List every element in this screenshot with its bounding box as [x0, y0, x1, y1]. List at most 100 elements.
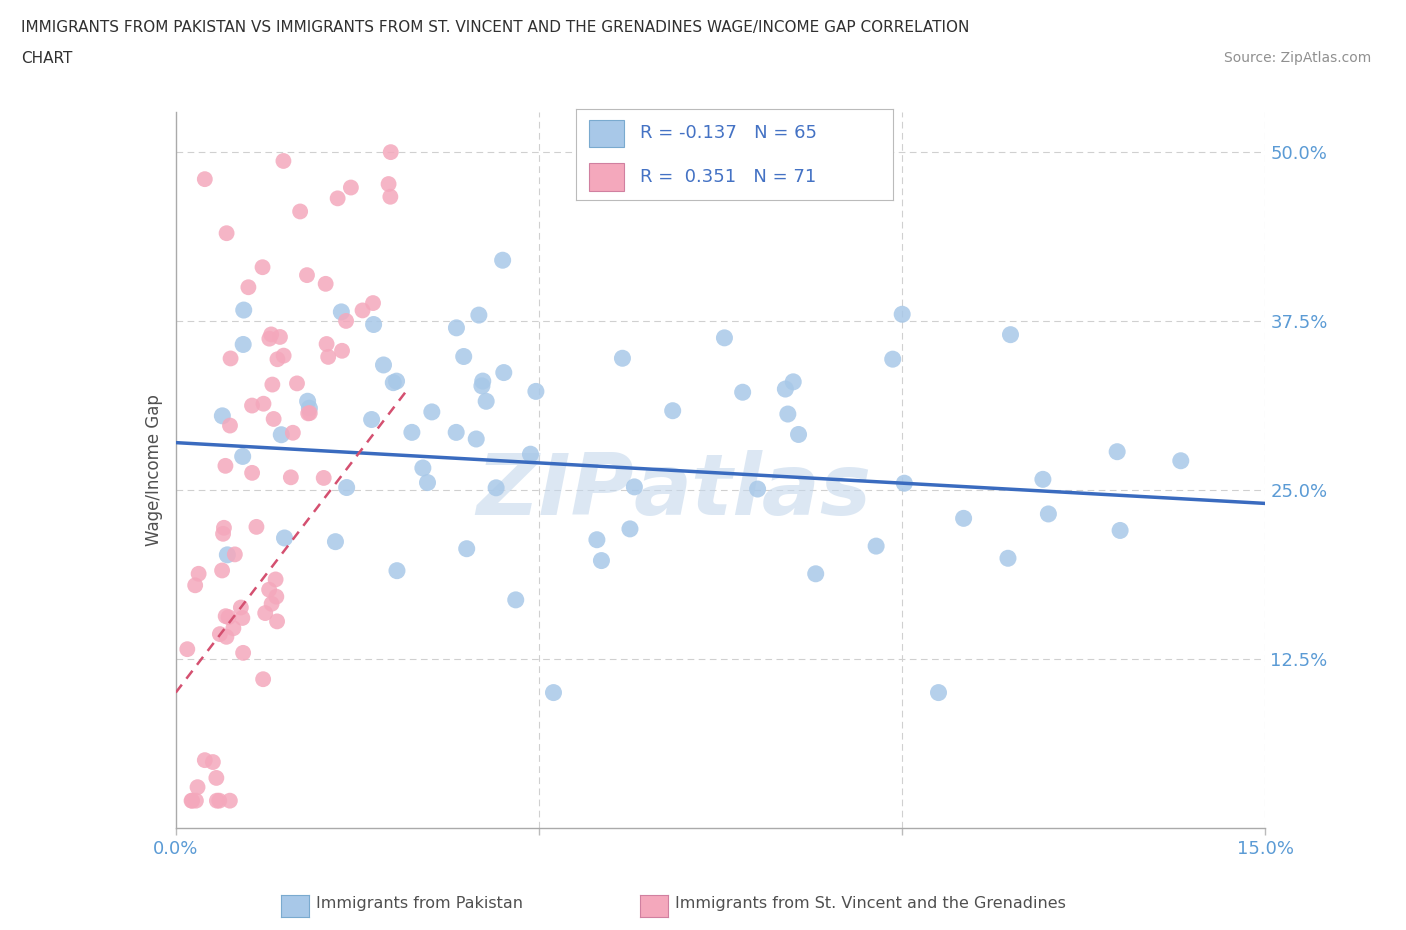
Point — [380, 190, 402, 205]
Point — [747, 482, 769, 497]
Point — [776, 406, 799, 421]
Point — [176, 642, 198, 657]
Point — [505, 592, 527, 607]
Point — [219, 418, 242, 433]
Point — [218, 793, 240, 808]
Y-axis label: Wage/Income Gap: Wage/Income Gap — [145, 393, 163, 546]
Point — [416, 475, 439, 490]
Text: CHART: CHART — [21, 51, 73, 66]
Point — [782, 375, 804, 390]
Point — [335, 313, 357, 328]
Point — [245, 520, 267, 535]
Point — [928, 685, 950, 700]
Point — [208, 627, 231, 642]
Point — [475, 393, 498, 408]
Text: R = -0.137   N = 65: R = -0.137 N = 65 — [640, 125, 817, 142]
Text: Source: ZipAtlas.com: Source: ZipAtlas.com — [1223, 51, 1371, 65]
Point — [453, 349, 475, 364]
Point — [232, 449, 254, 464]
Point — [420, 405, 443, 419]
Point — [212, 521, 235, 536]
Point — [952, 511, 974, 525]
Point — [385, 564, 408, 578]
Point — [263, 412, 285, 427]
Point — [401, 425, 423, 440]
Text: Immigrants from St. Vincent and the Grenadines: Immigrants from St. Vincent and the Gren… — [675, 897, 1066, 911]
Point — [325, 534, 347, 549]
Point — [731, 385, 754, 400]
Point — [1000, 327, 1022, 342]
Point — [891, 307, 914, 322]
Point — [492, 253, 515, 268]
Point — [382, 375, 405, 390]
Point — [519, 446, 541, 461]
Point — [471, 374, 494, 389]
Point — [252, 671, 274, 686]
Point — [623, 480, 645, 495]
Point — [373, 357, 395, 372]
Point — [212, 526, 235, 541]
Point — [186, 779, 209, 794]
Point — [456, 541, 478, 556]
Point — [288, 204, 311, 219]
Point — [217, 548, 239, 563]
Point — [326, 191, 349, 206]
Point — [181, 793, 204, 808]
Point — [882, 352, 904, 366]
Point — [619, 522, 641, 537]
Point — [266, 590, 288, 604]
Point — [273, 530, 295, 545]
Point — [229, 600, 252, 615]
Point — [184, 578, 207, 592]
Point — [194, 172, 217, 187]
Point — [260, 327, 283, 342]
Point — [298, 401, 321, 416]
Point — [219, 351, 242, 365]
Point — [184, 793, 207, 808]
Point — [273, 153, 295, 168]
Point — [485, 481, 508, 496]
Point — [446, 321, 468, 336]
Point — [997, 551, 1019, 565]
Point — [412, 460, 434, 475]
Point — [218, 610, 240, 625]
Point — [1109, 523, 1132, 538]
Point — [330, 343, 353, 358]
Text: IMMIGRANTS FROM PAKISTAN VS IMMIGRANTS FROM ST. VINCENT AND THE GRENADINES WAGE/: IMMIGRANTS FROM PAKISTAN VS IMMIGRANTS F… — [21, 20, 970, 35]
Point — [205, 770, 228, 785]
Point — [205, 793, 228, 808]
Point — [380, 145, 402, 160]
Point — [352, 303, 374, 318]
Point — [465, 432, 488, 446]
Point — [262, 378, 284, 392]
Point — [232, 302, 254, 317]
Point — [238, 280, 260, 295]
Point — [591, 553, 613, 568]
Point — [330, 304, 353, 319]
Point — [336, 480, 359, 495]
Point — [285, 376, 308, 391]
Point — [222, 621, 245, 636]
Point — [586, 532, 609, 547]
Point — [612, 351, 634, 365]
Point — [211, 408, 233, 423]
Point — [187, 566, 209, 581]
Point — [232, 645, 254, 660]
Point — [252, 259, 274, 274]
Text: R =  0.351   N = 71: R = 0.351 N = 71 — [640, 168, 815, 186]
Point — [280, 470, 302, 485]
Point — [270, 427, 292, 442]
Point — [787, 427, 810, 442]
Text: Immigrants from Pakistan: Immigrants from Pakistan — [316, 897, 523, 911]
Point — [361, 296, 384, 311]
Point — [232, 337, 254, 352]
Point — [208, 793, 231, 808]
Point — [211, 563, 233, 578]
Point — [252, 396, 274, 411]
Point — [315, 276, 337, 291]
Point — [385, 374, 408, 389]
Point — [804, 566, 827, 581]
Point — [363, 317, 385, 332]
Point — [1038, 507, 1060, 522]
Point — [240, 398, 263, 413]
